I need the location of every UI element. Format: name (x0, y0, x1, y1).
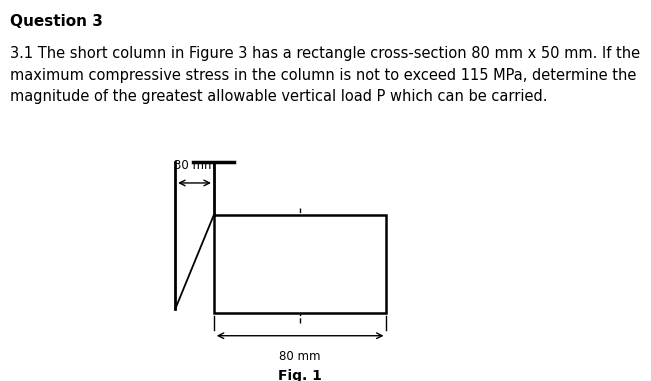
Text: Question 3: Question 3 (10, 14, 103, 29)
Text: Fig. 1: Fig. 1 (278, 370, 322, 381)
Text: 30 mm: 30 mm (174, 159, 215, 172)
Text: 3.1 The short column in Figure 3 has a rectangle cross-section 80 mm x 50 mm. If: 3.1 The short column in Figure 3 has a r… (10, 46, 641, 104)
Text: 80 mm: 80 mm (279, 350, 321, 363)
Bar (214, 215, 387, 313)
